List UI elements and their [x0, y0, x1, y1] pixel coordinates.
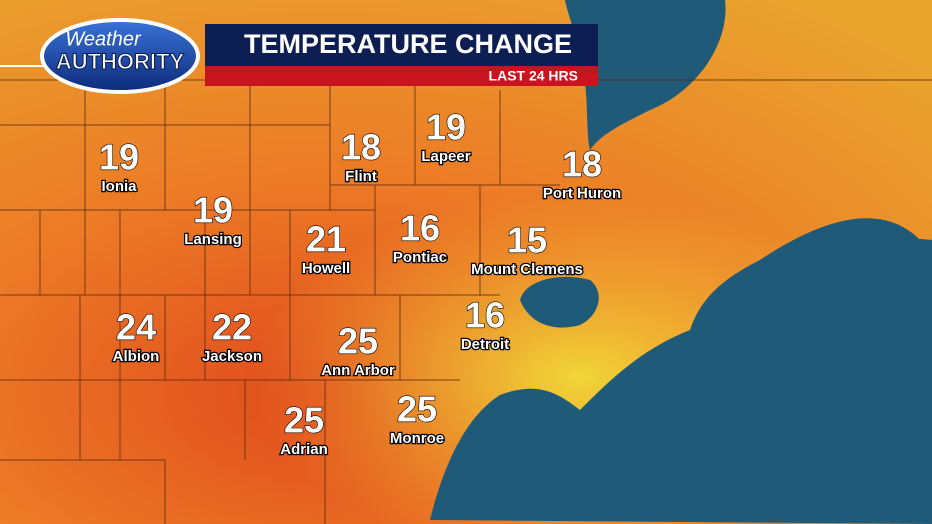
temp-change: 19 — [99, 137, 139, 178]
city-name: Mount Clemens — [471, 261, 583, 278]
city-name: Jackson — [202, 348, 262, 365]
temp-change: 19 — [426, 107, 466, 148]
city-name: Ann Arbor — [321, 362, 395, 379]
temp-change: 24 — [116, 307, 156, 348]
logo-bottom: AUTHORITY — [56, 49, 185, 74]
temp-change: 25 — [338, 321, 378, 362]
logo-top: Weather — [65, 28, 142, 50]
temp-change: 21 — [306, 219, 346, 260]
city-name: Detroit — [461, 336, 509, 353]
city-name: Lansing — [184, 231, 242, 248]
temp-change: 16 — [400, 208, 440, 249]
header: TEMPERATURE CHANGE LAST 24 HRS Weather A… — [0, 18, 598, 94]
subtitle-bar — [205, 66, 598, 86]
city-name: Lapeer — [421, 148, 470, 165]
temp-change: 25 — [284, 400, 324, 441]
title: TEMPERATURE CHANGE — [244, 29, 572, 59]
city-name: Flint — [345, 168, 377, 185]
temp-change: 18 — [341, 127, 381, 168]
city-name: Adrian — [280, 441, 328, 458]
temp-change: 19 — [193, 190, 233, 231]
temp-change: 15 — [507, 220, 547, 261]
city-name: Port Huron — [543, 185, 621, 202]
logo — [40, 18, 200, 94]
city-name: Howell — [302, 260, 350, 277]
water — [430, 0, 932, 524]
temp-change: 25 — [397, 389, 437, 430]
city-name: Ionia — [101, 178, 137, 195]
temp-change: 16 — [465, 295, 505, 336]
subtitle: LAST 24 HRS — [489, 68, 578, 84]
temp-change: 18 — [562, 144, 602, 185]
city-name: Albion — [113, 348, 160, 365]
city-name: Pontiac — [393, 249, 447, 266]
temp-change: 22 — [212, 307, 252, 348]
city-name: Monroe — [390, 430, 444, 447]
title-bar — [205, 24, 598, 66]
